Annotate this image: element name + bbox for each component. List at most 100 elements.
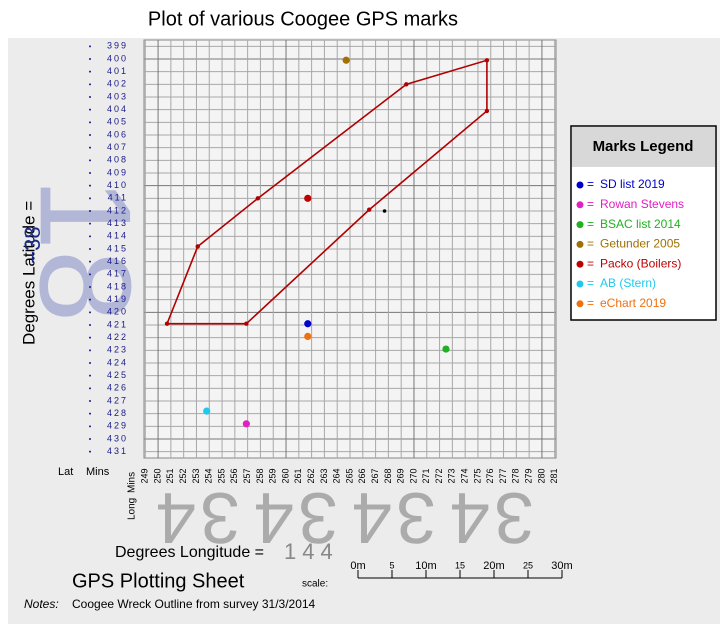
long-watermark: 34 — [348, 477, 436, 557]
y-tick-label: 409 — [107, 167, 128, 177]
tick-dot — [89, 425, 91, 428]
y-tick-label: 421 — [107, 319, 128, 329]
tick-dot — [89, 273, 91, 276]
y-tick-label: 411 — [108, 193, 128, 203]
tick-dot — [89, 438, 91, 440]
x-tick-label: 277 — [498, 468, 508, 483]
outline-vertex — [404, 82, 409, 87]
notes-label: Notes: — [24, 597, 59, 611]
x-tick-label: 279 — [524, 468, 534, 483]
x-axis-title: Degrees Longitude = — [115, 544, 264, 561]
legend-entry: SD list 2019 — [600, 177, 665, 191]
x-tick-label: 271 — [421, 468, 431, 483]
y-tick-label: 415 — [107, 243, 128, 253]
y-tick-label: 404 — [107, 104, 128, 114]
y-tick-label: 402 — [107, 79, 128, 89]
tick-dot — [89, 146, 91, 149]
y-tick-label: 419 — [107, 294, 128, 304]
mins-col: Mins — [86, 466, 110, 478]
x-tick-label: 264 — [332, 468, 342, 483]
mark-point — [342, 56, 350, 64]
tick-dot — [89, 108, 91, 111]
legend-prefix: = — [587, 237, 594, 251]
x-tick-label: 272 — [434, 468, 444, 483]
mark-point — [304, 332, 312, 340]
tick-dot — [89, 96, 91, 98]
y-tick-label: 426 — [107, 383, 128, 393]
tick-dot — [89, 159, 91, 162]
legend-entry: BSAC list 2014 — [600, 217, 681, 231]
scale-tick-label: 5 — [389, 560, 394, 570]
y-tick-label: 428 — [107, 408, 128, 418]
legend-title: Marks Legend — [593, 138, 694, 155]
scale-tick-label: 25 — [523, 560, 533, 570]
y-tick-label: 414 — [107, 231, 128, 241]
x-tick-label: 256 — [229, 468, 239, 483]
tick-dot — [89, 374, 91, 377]
legend-entry: eChart 2019 — [600, 296, 666, 310]
y-tick-label: 423 — [107, 345, 128, 355]
tick-dot — [89, 336, 91, 339]
y-tick-label: 399 — [107, 41, 128, 51]
x-tick-label: 253 — [191, 468, 201, 483]
legend-prefix: = — [587, 217, 594, 231]
scale-tick-label: 15 — [455, 560, 465, 570]
y-tick-label: 429 — [107, 421, 128, 431]
lon-degrees: 144 — [284, 539, 339, 564]
y-tick-label: 401 — [107, 66, 128, 76]
y-tick-label: 420 — [107, 307, 128, 317]
outline-vertex — [244, 321, 249, 326]
x-tick-label: 267 — [370, 468, 380, 483]
mark-point — [442, 345, 450, 353]
y-tick-label: 412 — [107, 205, 128, 215]
legend-swatch — [576, 280, 584, 288]
tick-dot — [89, 222, 91, 225]
x-tick-label: 254 — [204, 468, 214, 483]
x-tick-label: 260 — [280, 468, 290, 483]
chart-title: Plot of various Coogee GPS marks — [148, 8, 458, 30]
x-tick-label: 249 — [140, 468, 150, 483]
x-tick-label: 261 — [293, 468, 303, 483]
y-tick-label: 410 — [107, 180, 128, 190]
lat-watermark: 18 — [13, 178, 159, 323]
mark-point — [382, 209, 387, 213]
outline-vertex — [195, 244, 200, 249]
legend-swatch — [576, 201, 584, 209]
sheet-title: GPS Plotting Sheet — [72, 570, 245, 592]
tick-dot — [89, 349, 91, 352]
x-tick-label: 255 — [216, 468, 226, 483]
x-tick-label: 257 — [242, 468, 252, 483]
x-tick-label: 276 — [485, 468, 495, 483]
tick-dot — [89, 134, 91, 136]
legend-swatch — [576, 260, 584, 268]
y-tick-label: 427 — [107, 395, 128, 405]
outline-vertex — [366, 207, 372, 212]
tick-dot — [89, 58, 91, 60]
tick-dot — [89, 387, 91, 390]
legend-entry: Packo (Boilers) — [600, 256, 681, 270]
tick-dot — [89, 248, 91, 250]
tick-dot — [89, 298, 91, 301]
legend-prefix: = — [587, 177, 594, 191]
legend-swatch — [576, 221, 584, 229]
x-tick-label: 266 — [357, 468, 367, 483]
y-tick-label: 425 — [107, 370, 128, 380]
tick-dot — [89, 450, 91, 453]
tick-dot — [89, 70, 91, 73]
x-tick-label: 265 — [344, 468, 354, 483]
tick-dot — [89, 260, 91, 263]
x-tick-label: 270 — [408, 468, 418, 483]
x-tick-label: 281 — [549, 468, 559, 483]
legend-entry: AB (Stern) — [600, 276, 656, 290]
x-tick-label: 258 — [255, 468, 265, 483]
y-tick-label: 418 — [107, 281, 128, 291]
legend-swatch — [576, 240, 584, 248]
tick-dot — [89, 172, 91, 174]
long-watermark: 34 — [250, 477, 338, 557]
y-tick-label: 431 — [107, 446, 128, 456]
tick-dot — [89, 184, 91, 187]
x-tick-label: 252 — [178, 468, 188, 483]
mark-point — [242, 420, 250, 428]
legend-prefix: = — [587, 276, 594, 290]
